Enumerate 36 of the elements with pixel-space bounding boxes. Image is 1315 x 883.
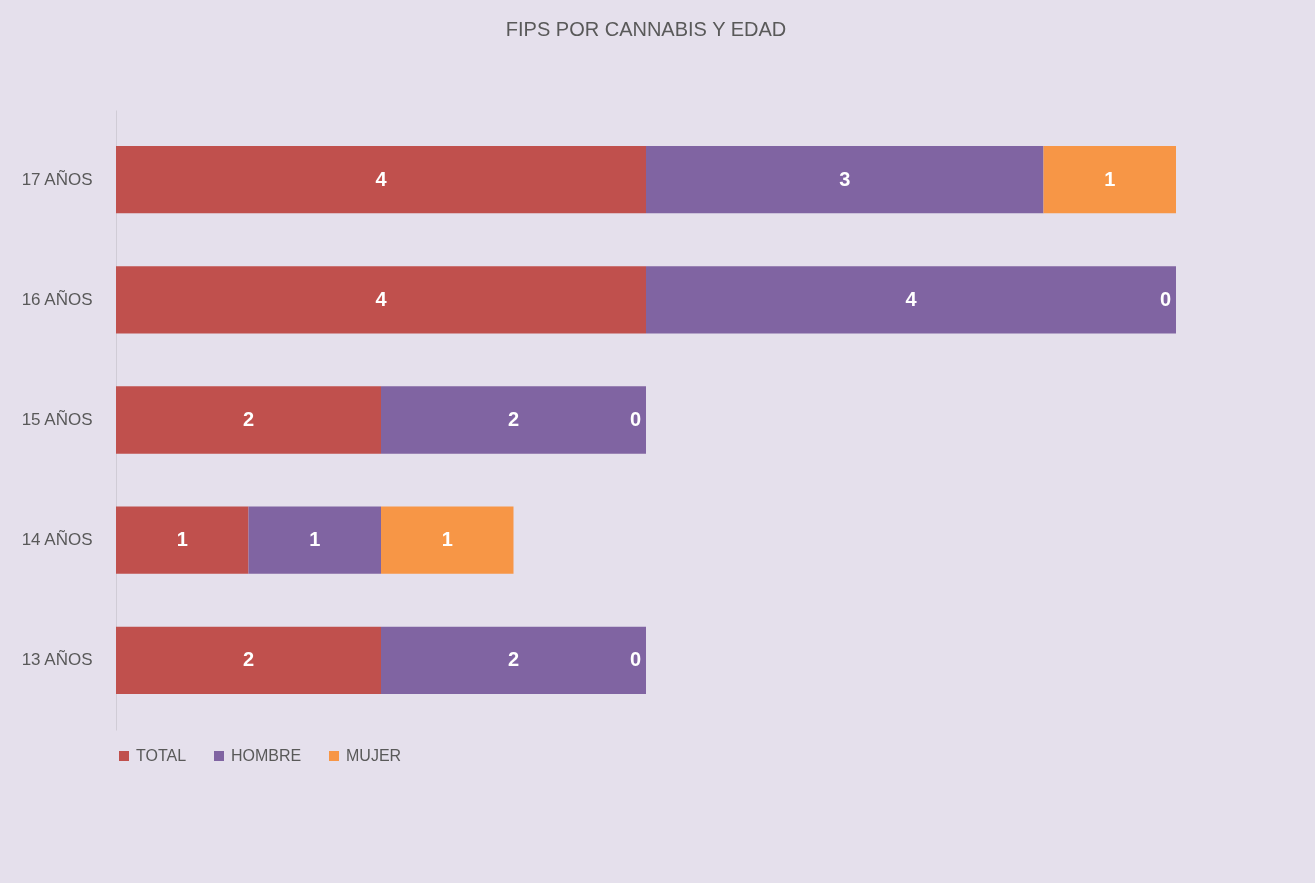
bar	[116, 146, 646, 214]
chart-title: FIPS POR CANNABIS Y EDAD	[505, 18, 787, 40]
y-tick-label: 16 AÑOS	[21, 289, 93, 309]
bar	[381, 506, 514, 574]
data-label: 1	[309, 528, 321, 551]
data-label: 0	[629, 408, 641, 430]
data-label: 1	[441, 528, 453, 551]
bar	[116, 626, 381, 694]
data-label: 1	[176, 528, 188, 551]
bar	[1043, 146, 1176, 214]
y-tick-label: 17 AÑOS	[21, 169, 93, 189]
legend-label: MUJER	[346, 747, 402, 764]
data-label: 3	[839, 167, 851, 190]
bar	[116, 266, 646, 334]
bar	[646, 146, 1044, 214]
data-label: 4	[375, 287, 388, 310]
legend-label: HOMBRE	[231, 747, 302, 764]
y-tick-label: 13 AÑOS	[21, 650, 93, 670]
data-label: 0	[629, 648, 641, 671]
data-label: 0	[1159, 287, 1171, 310]
data-label: 2	[242, 408, 255, 430]
bar	[381, 386, 646, 454]
bar	[116, 386, 381, 454]
data-label: 2	[242, 648, 255, 671]
bar	[381, 626, 646, 694]
data-label: 4	[905, 287, 918, 310]
bar	[646, 266, 1176, 334]
y-tick-label: 14 AÑOS	[21, 530, 93, 550]
data-label: 1	[1104, 167, 1116, 190]
legend-label: TOTAL	[136, 747, 187, 764]
data-label: 4	[375, 167, 388, 190]
data-label: 2	[507, 408, 520, 430]
bar	[248, 506, 381, 574]
bar	[116, 506, 249, 574]
y-tick-label: 15 AÑOS	[21, 410, 93, 429]
data-label: 2	[507, 648, 520, 671]
